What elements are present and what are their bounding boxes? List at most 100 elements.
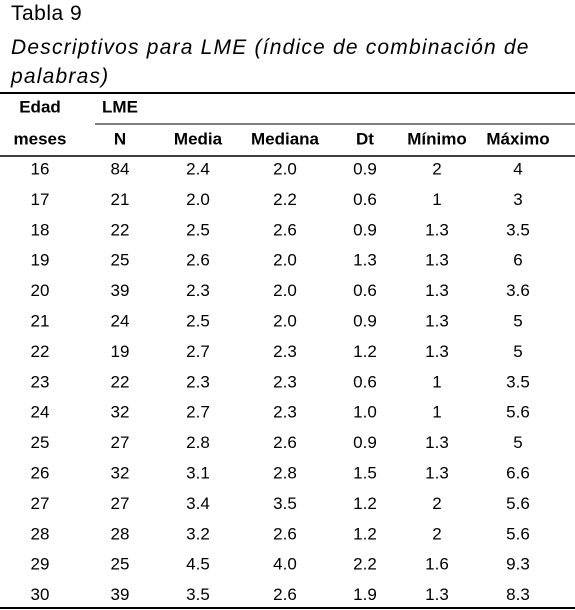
cell: 39 [111,585,130,604]
cell: 22 [31,342,50,361]
cell: 2.0 [273,311,297,330]
cell: 1.6 [425,555,449,574]
cell: 18 [31,220,50,239]
cell: 6 [513,251,522,270]
cell: 2.6 [273,585,297,604]
cell: 2.8 [273,463,297,482]
cell: 5.6 [506,403,530,422]
cell: 2.4 [186,159,210,178]
cell: 1.5 [353,463,377,482]
cell: 26 [31,463,50,482]
cell: 3.5 [506,220,530,239]
cell: 0.6 [353,190,377,209]
cell: 1.3 [425,311,449,330]
group-header: Edad [19,97,61,116]
cell: 1.2 [353,524,377,543]
cell: 1.3 [425,585,449,604]
column-header: Media [174,129,223,148]
cell: 3.1 [186,463,210,482]
cell: 2.0 [186,190,210,209]
cell: 22 [111,372,130,391]
column-header: Mediana [251,129,320,148]
cell: 1.3 [425,220,449,239]
cell: 5.6 [506,494,530,513]
cell: 2 [432,494,441,513]
cell: 0.9 [353,159,377,178]
cell: 2.8 [186,433,210,452]
group-header: LME [102,97,138,116]
column-header: meses [14,129,67,148]
cell: 3.5 [186,585,210,604]
table-label: Tabla 9 [11,2,83,25]
cell: 32 [111,403,130,422]
cell: 0.6 [353,281,377,300]
cell: 2.0 [273,251,297,270]
cell: 2.7 [186,342,210,361]
cell: 30 [31,585,50,604]
cell: 1.2 [353,342,377,361]
cell: 2.3 [273,372,297,391]
cell: 4.0 [273,555,297,574]
cell: 28 [111,524,130,543]
column-header: N [114,129,126,148]
cell: 32 [111,463,130,482]
cell: 1.3 [425,281,449,300]
cell: 2.6 [186,251,210,270]
cell: 17 [31,190,50,209]
cell: 1.3 [425,342,449,361]
cell: 2.3 [186,372,210,391]
cell: 25 [111,555,130,574]
cell: 8.3 [506,585,530,604]
column-header: Dt [356,129,374,148]
cell: 27 [111,494,130,513]
cell: 27 [111,433,130,452]
cell: 4 [513,159,522,178]
column-header: Mínimo [407,129,467,148]
cell: 0.9 [353,311,377,330]
cell: 1 [432,190,441,209]
cell: 29 [31,555,50,574]
cell: 3.5 [273,494,297,513]
cell: 25 [31,433,50,452]
cell: 20 [31,281,50,300]
cell: 3.5 [506,372,530,391]
cell: 2.0 [273,281,297,300]
cell: 5 [513,342,522,361]
cell: 2.2 [273,190,297,209]
cell: 2.2 [353,555,377,574]
cell: 4.5 [186,555,210,574]
cell: 23 [31,372,50,391]
cell: 0.6 [353,372,377,391]
cell: 3 [513,190,522,209]
cell: 2.0 [273,159,297,178]
cell: 1 [432,403,441,422]
cell: 5 [513,433,522,452]
cell: 2.3 [186,281,210,300]
cell: 2 [432,524,441,543]
cell: 3.6 [506,281,530,300]
cell: 19 [111,342,130,361]
cell: 0.9 [353,220,377,239]
cell: 1.0 [353,403,377,422]
cell: 84 [111,159,130,178]
cell: 27 [31,494,50,513]
cell: 3.4 [186,494,210,513]
cell: 24 [31,403,50,422]
cell: 1.3 [353,251,377,270]
cell: 2.3 [273,342,297,361]
cell: 3.2 [186,524,210,543]
cell: 21 [111,190,130,209]
cell: 5.6 [506,524,530,543]
cell: 2.5 [186,220,210,239]
cell: 2 [432,159,441,178]
cell: 1.3 [425,433,449,452]
cell: 21 [31,311,50,330]
cell: 39 [111,281,130,300]
cell: 0.9 [353,433,377,452]
cell: 24 [111,311,130,330]
cell: 5 [513,311,522,330]
cell: 1.9 [353,585,377,604]
table-title: Descriptivos para LME (índice de combina… [11,36,530,88]
